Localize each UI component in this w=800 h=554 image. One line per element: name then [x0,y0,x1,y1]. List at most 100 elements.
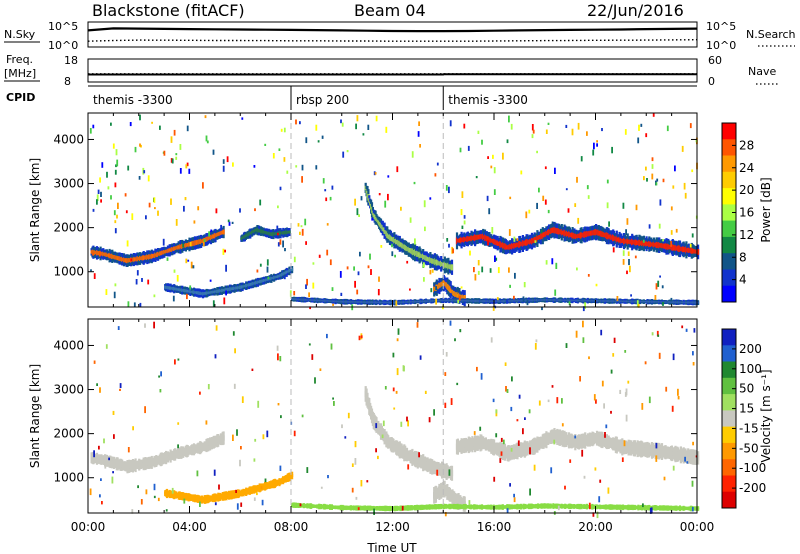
freq-left-tick-bottom: 8 [64,75,71,88]
scatter-point-402 [136,270,139,276]
y-tick-label-0: 1000 [53,265,84,279]
scatter-point-22 [299,231,301,235]
scatter-point-66 [107,186,110,190]
scatter-point-76 [93,273,96,279]
scatter-point-290 [626,270,628,275]
scatter-point-418 [112,143,115,149]
scatter-point-251 [185,258,188,264]
scatter-point-77 [516,238,519,241]
scatter-point-395 [209,279,212,282]
scatter-point-300 [670,230,673,235]
scatter-point-119 [406,260,409,264]
scatter-point-374 [283,275,286,280]
scatter-point-10 [318,254,321,258]
scatter-point-186 [635,204,638,211]
scatter-point-384 [387,175,390,178]
date-title: 22/Jun/2016 [587,1,684,20]
scatter-point-63 [175,153,178,156]
scatter-point-302 [172,295,175,302]
scatter-point-323 [525,211,528,219]
scatter-point-141 [624,129,627,135]
scatter-point-71 [332,303,334,306]
scatter-point-79 [545,260,548,265]
scatter-point-200 [210,229,213,232]
scatter-point-331 [532,129,535,134]
noise-right-tick-bottom: 10^0 [706,39,736,52]
scatter-point-105 [541,306,543,311]
colorbar-swatch-2 [722,155,736,173]
band-0-core-147 [222,435,225,441]
scatter-point-160 [284,248,286,252]
scatter-point-134 [625,229,627,236]
scatter-point-16 [596,143,598,147]
band-5-core-267 [697,249,700,255]
scatter-point-183 [354,280,356,288]
scatter-point-143 [346,266,349,270]
freq-label-line2: [MHz] [4,67,36,80]
scatter-point-88 [681,145,684,152]
scatter-point-264 [659,199,662,206]
scatter-point-410 [182,243,185,248]
scatter-point-138 [171,158,174,164]
scatter-point-368 [115,149,118,156]
scatter-point-245 [580,156,583,162]
scatter-point-131 [126,240,129,247]
noise-panel: N.Sky 10^5 10^0 10^5 10^0 N.Search [4,20,796,52]
frequency-panel-frame [87,58,698,83]
power-y-axis-label: Slant Range [km] [28,158,42,262]
scatter-band-2 [364,386,454,481]
scatter-point-93 [188,168,191,174]
nave-right-label: Nave [748,65,776,78]
scatter-point-12 [166,257,169,261]
scatter-point-169 [595,283,598,287]
scatter-point-60 [495,257,498,261]
scatter-point-283 [423,200,426,208]
scatter-point-354 [508,115,510,123]
scatter-point-233 [446,238,449,242]
scatter-point-121 [584,302,586,309]
cpid-segments-group: themis -3300 rbsp 200 themis -3300 [93,86,528,110]
scatter-point-86 [340,119,342,124]
scatter-point-337 [493,167,496,174]
scatter-point-254 [473,267,475,273]
scatter-point-149 [431,269,434,273]
scatter-point-103 [374,172,377,175]
scatter-point-211 [586,185,589,190]
scatter-point-357 [662,239,664,242]
scatter-point-348 [645,166,647,171]
scatter-point-30 [231,221,234,224]
scatter-point-225 [508,229,511,236]
scatter-point-309 [293,256,296,263]
scatter-point-156 [467,145,470,151]
scatter-point-303 [279,186,282,191]
scatter-point-135 [626,218,629,225]
scatter-point-214 [321,135,324,139]
scatter-point-219 [380,245,383,248]
scatter-point-221 [176,275,179,282]
scatter-point-80 [640,123,643,127]
scatter-point-340 [434,173,437,177]
scatter-point-224 [651,164,654,169]
scatter-point-157 [340,292,343,296]
scatter-point-392 [266,266,269,273]
scatter-point-328 [411,151,414,158]
scatter-point-237 [622,259,625,265]
scatter-point-345 [305,284,307,289]
scatter-point-220 [187,259,190,262]
scatter-point-65 [253,165,256,168]
scatter-point-336 [481,139,483,145]
scatter-point-82 [494,255,496,262]
scatter-point-130 [554,289,557,296]
scatter-point-333 [141,278,143,282]
scatter-point-277 [622,202,625,209]
scatter-point-87 [661,285,664,289]
scatter-point-167 [654,295,657,300]
scatter-point-226 [277,232,279,236]
scatter-point-45 [114,220,117,224]
scatter-band-4 [433,274,466,307]
scatter-point-381 [92,208,95,212]
scatter-point-291 [477,260,480,266]
scatter-point-115 [477,270,480,275]
scatter-point-179 [115,164,117,168]
